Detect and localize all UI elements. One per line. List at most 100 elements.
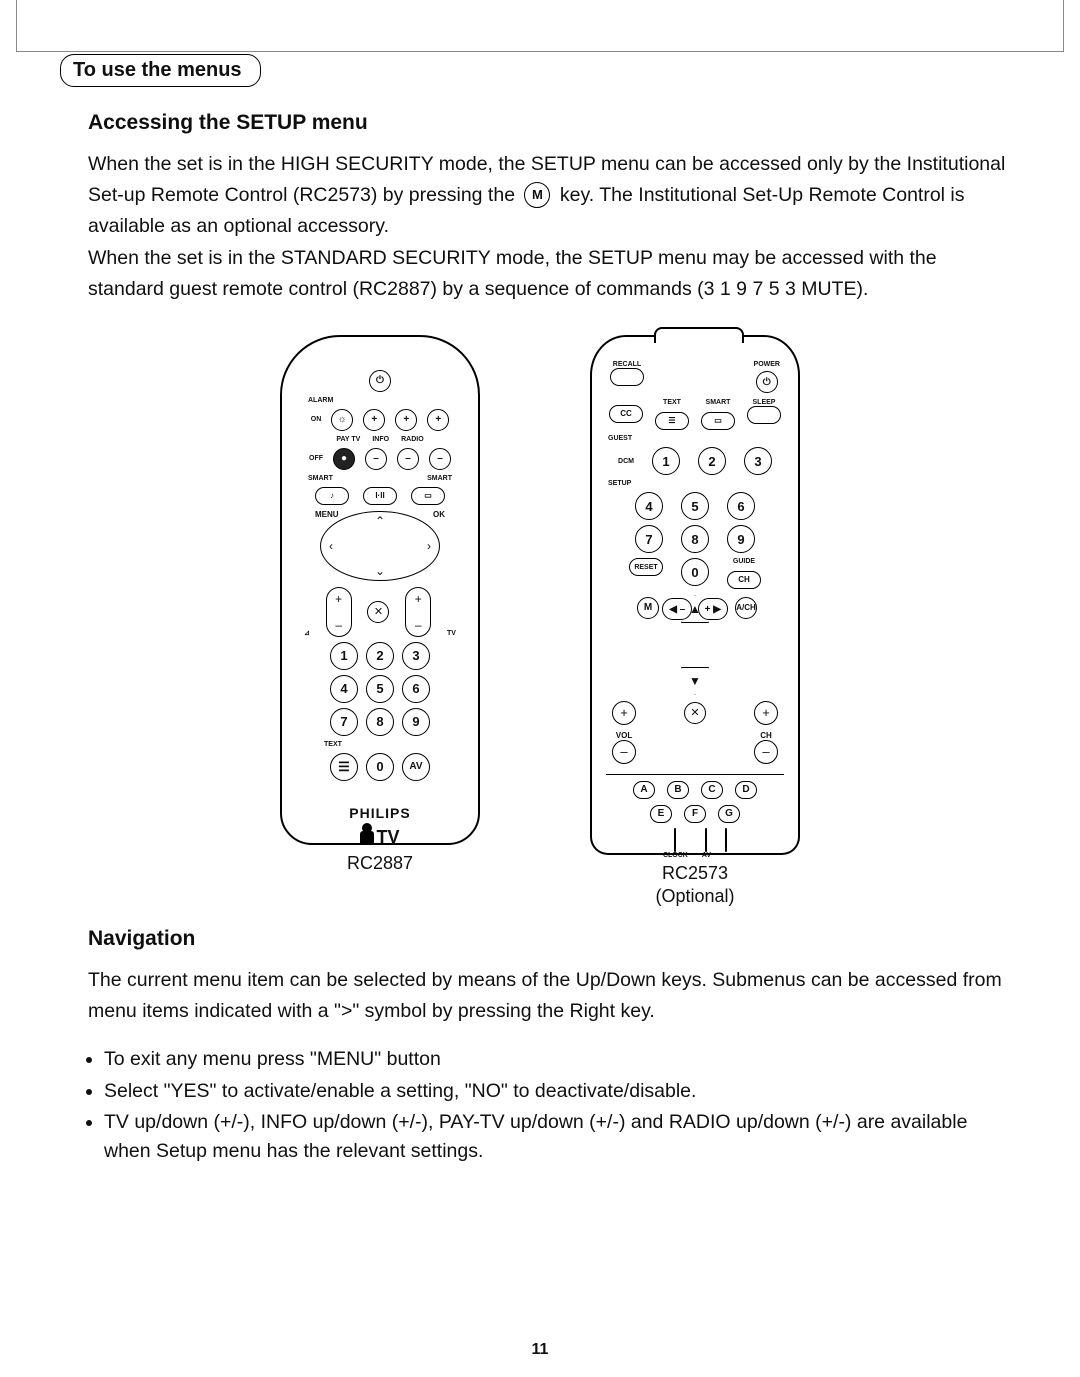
num-8: 8	[366, 708, 394, 736]
num2-8: 8	[681, 525, 709, 553]
guide-btn: CH	[727, 571, 761, 589]
power-btn: ⏻	[756, 371, 778, 393]
format-btn: ▭	[411, 487, 445, 505]
letter-c: C	[701, 781, 723, 799]
bullet-3: TV up/down (+/-), INFO up/down (+/-), PA…	[104, 1108, 1020, 1167]
off-label: OFF	[309, 455, 323, 462]
vol-ch-row: ⊿ +– ✕ +– TV	[304, 587, 456, 637]
down-arrow-icon: ⌄	[375, 564, 385, 578]
page-number: 11	[532, 1341, 549, 1359]
ch-label: CH	[754, 731, 778, 740]
mute-icon: ✕	[367, 601, 389, 623]
num-4: 4	[330, 675, 358, 703]
num2-0: 0	[681, 558, 709, 586]
section-title-setup: Accessing the SETUP menu	[88, 111, 1020, 135]
recall-btn	[610, 368, 644, 386]
clock-btn	[674, 828, 676, 852]
letter-row-1: A B C D	[592, 781, 798, 799]
bullet-2: Select "YES" to activate/enable a settin…	[104, 1077, 1020, 1106]
sound-btn: ♪	[315, 487, 349, 505]
blank-btn	[725, 828, 727, 852]
rc2573-body: RECALL POWER ⏻ CC TEXT☰ SMART▭ SLEEP GUE…	[590, 335, 800, 855]
vol-minus: –	[612, 740, 636, 764]
smart-left-label: SMART	[308, 475, 333, 482]
remotes-illustration: ⏻ ALARM ON ☼ + + + PAY TV INFO RADIO OFF…	[60, 335, 1020, 907]
off-alarm-btn: ●	[333, 448, 355, 470]
tv-logo: TV	[282, 827, 478, 848]
left-arrow-icon: ‹	[329, 539, 333, 553]
on-label: ON	[311, 416, 322, 423]
alarm-btn: ☼	[331, 409, 353, 431]
rc2887-body: ⏻ ALARM ON ☼ + + + PAY TV INFO RADIO OFF…	[280, 335, 480, 845]
vol-label: VOL	[612, 731, 636, 740]
rc2573-dpad: M A/CH ▲ ▼ ◀ – + ▶	[645, 595, 745, 695]
guide-label: GUIDE	[727, 558, 761, 565]
alarm-label: ALARM	[308, 397, 478, 404]
av-btn: AV	[402, 753, 430, 781]
text2-label: TEXT	[655, 399, 689, 406]
minus-btn-2: –	[397, 448, 419, 470]
letter-e: E	[650, 805, 672, 823]
down2-icon: ▼	[681, 667, 709, 695]
smart-btn: ▭	[701, 412, 735, 430]
smart-right-label: SMART	[427, 475, 452, 482]
num-2: 2	[366, 642, 394, 670]
text-label: TEXT	[324, 741, 478, 748]
sleep-btn	[747, 406, 781, 424]
reset-btn: RESET	[629, 558, 663, 576]
letter-f: F	[684, 805, 706, 823]
num2-7: 7	[635, 525, 663, 553]
minus-btn-1: –	[365, 448, 387, 470]
num2-6: 6	[727, 492, 755, 520]
bullet-list: To exit any menu press "MENU" button Sel…	[104, 1045, 1020, 1166]
plus-btn-1: +	[363, 409, 385, 431]
plus-btn-3: +	[427, 409, 449, 431]
num-7: 7	[330, 708, 358, 736]
num-9: 9	[402, 708, 430, 736]
page-content: To use the menus Accessing the SETUP men…	[60, 54, 1020, 1168]
paragraph-setup-1: When the set is in the HIGH SECURITY mod…	[88, 149, 1010, 243]
num2-5: 5	[681, 492, 709, 520]
vol-pill: +–	[326, 587, 352, 637]
page-frame	[16, 0, 1064, 52]
text-btn: ☰	[330, 753, 358, 781]
right-arrow-icon: ›	[427, 539, 431, 553]
cc-btn: CC	[609, 405, 643, 423]
power-icon: ⏻	[369, 370, 391, 392]
volch2b: VOL– CH–	[612, 729, 778, 764]
num-6: 6	[402, 675, 430, 703]
up-arrow-icon: ⌃	[375, 514, 385, 528]
smart-labels: SMART SMART	[282, 475, 478, 482]
rc2573-column: RECALL POWER ⏻ CC TEXT☰ SMART▭ SLEEP GUE…	[590, 335, 800, 907]
dual-btn: I·II	[363, 487, 397, 505]
paragraph-nav: The current menu item can be selected by…	[88, 965, 1010, 1027]
smart-label: SMART	[701, 399, 735, 406]
ch-minus: –	[754, 740, 778, 764]
sleep-label: SLEEP	[747, 399, 781, 406]
num2-2: 2	[698, 447, 726, 475]
info-label: INFO	[372, 436, 389, 443]
ok-label: OK	[433, 510, 445, 519]
bullet-1: To exit any menu press "MENU" button	[104, 1045, 1020, 1074]
dpad: MENU OK ⌃ ⌄ ‹ ›	[320, 511, 440, 581]
num-3: 3	[402, 642, 430, 670]
ch-pill: +–	[405, 587, 431, 637]
tab-heading: To use the menus	[60, 54, 261, 87]
clock-label: CLOCK	[663, 852, 688, 859]
volch2: + ✕ +	[612, 701, 778, 725]
ch-plus: +	[754, 701, 778, 725]
minus-btn-3: –	[429, 448, 451, 470]
brand-label: PHILIPS	[282, 805, 478, 821]
letter-g: G	[718, 805, 740, 823]
dcm-label: DCM	[618, 458, 634, 465]
text2-btn: ☰	[655, 412, 689, 430]
setup-label: SETUP	[608, 480, 798, 487]
section-title-navigation: Navigation	[88, 927, 1020, 951]
av-label: AV	[702, 852, 711, 859]
rc2573-sublabel: (Optional)	[590, 886, 800, 907]
letter-b: B	[667, 781, 689, 799]
guest-label: GUEST	[608, 435, 798, 442]
col-labels: PAY TV INFO RADIO	[282, 436, 478, 443]
recall-label: RECALL	[610, 361, 644, 368]
num-5: 5	[366, 675, 394, 703]
